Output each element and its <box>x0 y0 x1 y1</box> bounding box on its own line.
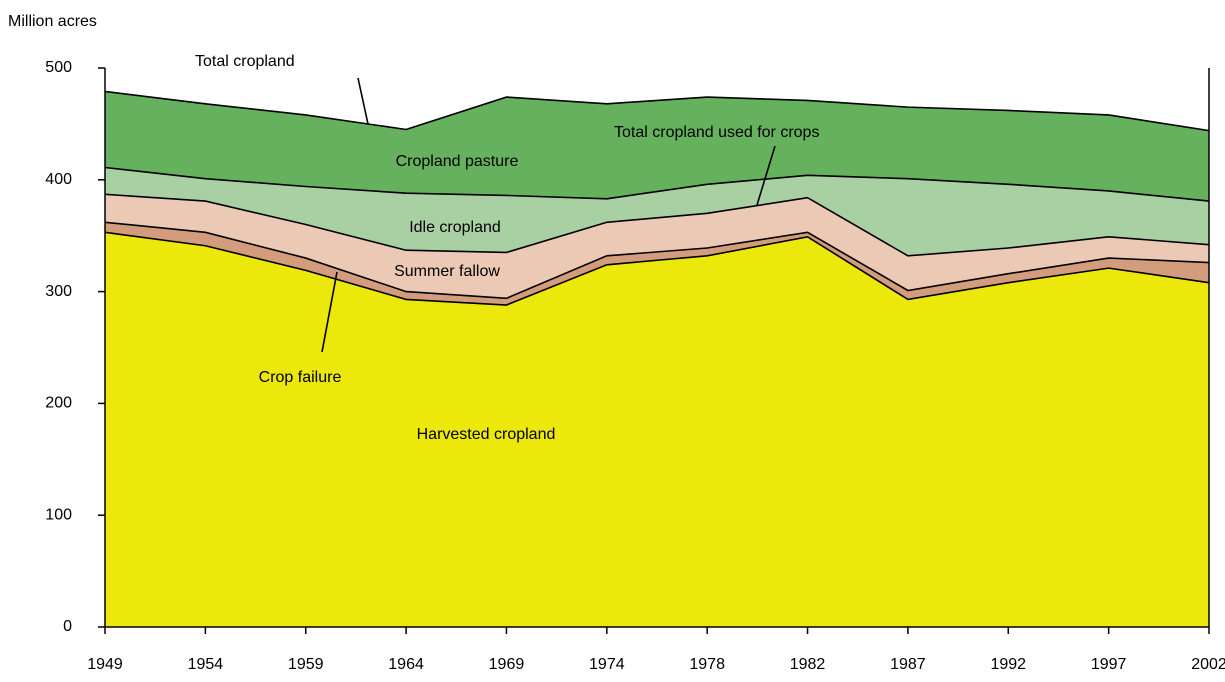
y-tick-label: 500 <box>45 59 72 76</box>
x-tick-label: 1964 <box>388 656 424 673</box>
y-tick-label: 100 <box>45 506 72 523</box>
series-label: Idle cropland <box>409 219 501 236</box>
annotation: Total cropland used for crops <box>614 124 819 141</box>
x-tick-label: 1987 <box>890 656 926 673</box>
x-tick-label: 1959 <box>288 656 324 673</box>
x-tick-label: 1992 <box>990 656 1026 673</box>
x-tick-label: 2002 <box>1191 656 1225 673</box>
area <box>105 167 1209 256</box>
series-label: Cropland pasture <box>396 153 519 170</box>
x-tick-label: 1969 <box>489 656 525 673</box>
area-edge <box>104 166 1210 202</box>
area <box>105 91 1209 202</box>
series-label: Harvested cropland <box>417 426 556 443</box>
area <box>105 194 1209 299</box>
area-edge <box>104 221 1210 300</box>
area <box>105 222 1209 306</box>
area-edge <box>104 193 1210 257</box>
series-label: Crop failure <box>259 369 342 386</box>
x-tick-label: 1997 <box>1091 656 1127 673</box>
series-label: Summer fallow <box>394 263 500 280</box>
annotation: Total cropland <box>195 53 295 70</box>
x-tick-label: 1978 <box>689 656 725 673</box>
y-tick-label: 400 <box>45 171 72 188</box>
x-tick-label: 1949 <box>87 656 123 673</box>
leader-line <box>756 145 776 206</box>
area <box>105 232 1209 627</box>
y-tick-label: 0 <box>63 618 72 635</box>
area-edge <box>104 90 1210 132</box>
y-axis-title: Million acres <box>8 13 97 30</box>
x-tick-label: 1974 <box>589 656 625 673</box>
area-edge <box>104 231 1210 306</box>
x-tick-label: 1954 <box>188 656 224 673</box>
y-tick-label: 300 <box>45 283 72 300</box>
leader-line <box>357 77 369 125</box>
y-tick-label: 200 <box>45 395 72 412</box>
x-tick-label: 1982 <box>790 656 826 673</box>
leader-line <box>321 271 338 353</box>
